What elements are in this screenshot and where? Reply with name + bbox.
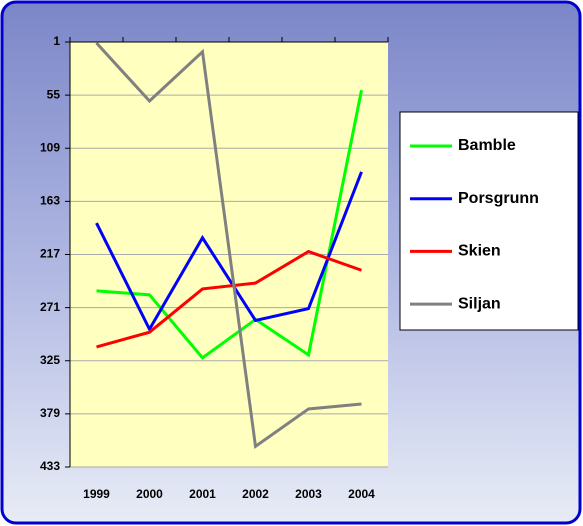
x-tick-label: 2000 <box>136 487 163 501</box>
legend-label: Skien <box>458 243 501 260</box>
y-tick-label: 217 <box>40 247 60 261</box>
y-tick-label: 163 <box>40 194 60 208</box>
legend-label: Porsgrunn <box>458 190 539 207</box>
x-tick-label: 2002 <box>242 487 269 501</box>
legend-box <box>399 111 579 331</box>
y-tick-label: 325 <box>40 353 60 367</box>
series-line <box>95 41 362 449</box>
y-tick-label: 1 <box>53 34 60 48</box>
legend-label: Siljan <box>458 295 501 312</box>
y-tick-label: 433 <box>40 459 60 473</box>
x-tick-label: 2003 <box>295 487 322 501</box>
x-tick-label: 1999 <box>83 487 110 501</box>
y-tick-label: 271 <box>40 300 60 314</box>
y-tick-label: 379 <box>40 406 60 420</box>
y-tick-label: 55 <box>47 87 61 101</box>
series-line <box>96 89 363 360</box>
y-tick-label: 109 <box>40 140 60 154</box>
series-line <box>95 171 363 333</box>
x-tick-label: 2004 <box>348 487 375 501</box>
series-line <box>96 249 362 349</box>
legend-label: Bamble <box>458 137 516 154</box>
x-tick-label: 2001 <box>189 487 216 501</box>
